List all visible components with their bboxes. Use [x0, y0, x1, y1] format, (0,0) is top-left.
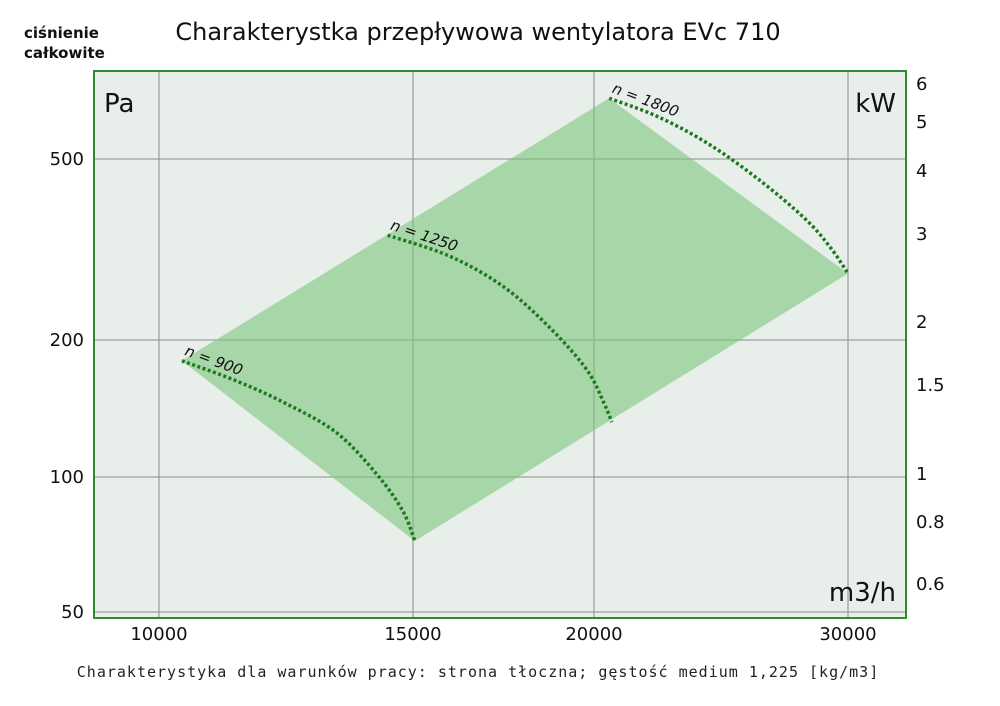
y2-tick-label: 1.5 [916, 375, 945, 396]
speed-curve [608, 96, 850, 275]
chart-title: Charakterystka przepływowa wentylatora E… [175, 18, 780, 46]
y2-tick-label: 4 [916, 161, 927, 182]
y-tick-label: 100 [50, 467, 84, 488]
x-axis-unit: m3/h [829, 578, 896, 608]
x-tick-labels: 10000 15000 20000 30000 [130, 624, 876, 645]
y-tick-label: 50 [61, 602, 84, 623]
x-tick-label: 30000 [819, 624, 876, 645]
operating-region [181, 98, 848, 542]
y-tick-label: 200 [50, 330, 84, 351]
x-tick-label: 20000 [565, 624, 622, 645]
y-axis-unit: Pa [104, 89, 134, 119]
plot-frame [93, 70, 907, 619]
y2-tick-label: 0.6 [916, 574, 945, 595]
corner-label-line2: całkowite [24, 44, 105, 62]
x-tick-label: 15000 [384, 624, 441, 645]
y2-tick-label: 6 [916, 74, 927, 95]
y2-tick-label: 5 [916, 112, 927, 133]
speed-curve [181, 359, 417, 542]
corner-label-line1: ciśnienie [24, 24, 99, 42]
y-tick-labels: 50 100 200 500 [50, 149, 84, 623]
y2-tick-label: 3 [916, 224, 927, 245]
footnote: Charakterystyka dla warunków pracy: stro… [77, 663, 879, 681]
y2-axis-unit: kW [855, 89, 896, 119]
y2-tick-label: 1 [916, 464, 927, 485]
x-tick-label: 10000 [130, 624, 187, 645]
y-tick-label: 500 [50, 149, 84, 170]
y2-tick-label: 0.8 [916, 512, 945, 533]
y2-tick-labels: 0.6 0.8 1 1.5 2 3 4 5 6 [916, 74, 945, 595]
y2-tick-label: 2 [916, 312, 927, 333]
